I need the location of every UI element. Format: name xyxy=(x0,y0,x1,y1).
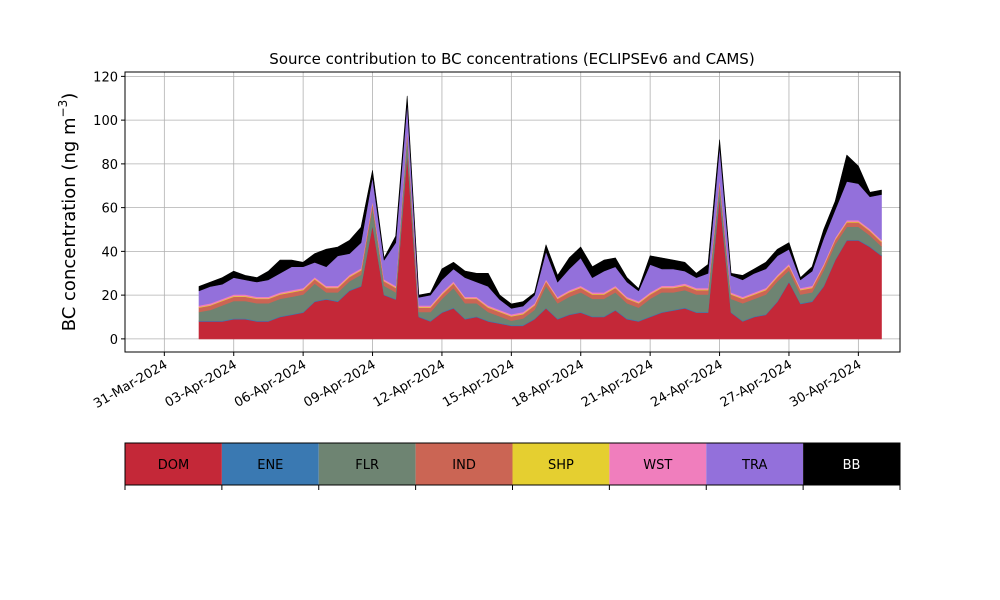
legend-label-ene: ENE xyxy=(257,458,283,473)
x-tick-label: 03-Apr-2024 xyxy=(163,357,240,410)
plot-frame xyxy=(124,71,901,353)
x-tick-label: 27-Apr-2024 xyxy=(718,357,795,410)
y-tick-label: 80 xyxy=(101,158,118,173)
y-tick-label: 120 xyxy=(93,70,118,85)
legend-swatch-tra xyxy=(706,443,804,485)
x-tick-label: 15-Apr-2024 xyxy=(440,357,517,410)
legend-label-bb: BB xyxy=(843,458,861,473)
legend-label-flr: FLR xyxy=(355,458,379,473)
y-tick-label: 0 xyxy=(110,333,118,348)
legend-swatch-ind xyxy=(415,443,513,485)
legend-label-tra: TRA xyxy=(741,458,767,473)
stacked-area-layer xyxy=(198,95,882,340)
x-tick-label: 12-Apr-2024 xyxy=(371,357,448,410)
y-tick-label: 20 xyxy=(101,289,118,304)
area-bb xyxy=(198,95,882,309)
legend-swatch-ene xyxy=(221,443,319,485)
legend-swatch-flr xyxy=(318,443,416,485)
legend-swatch-shp xyxy=(512,443,610,485)
x-tick-label: 30-Apr-2024 xyxy=(787,357,864,410)
x-tick-label: 21-Apr-2024 xyxy=(579,357,656,410)
x-tick-label: 24-Apr-2024 xyxy=(648,357,725,410)
chart-title: Source contribution to BC concentrations… xyxy=(269,50,754,68)
legend-label-ind: IND xyxy=(452,458,476,473)
x-tick-label: 09-Apr-2024 xyxy=(301,357,378,410)
y-tick-label: 40 xyxy=(101,245,118,260)
legend-swatch-dom xyxy=(125,443,222,485)
y-tick-label: 60 xyxy=(101,202,118,217)
x-tick-label: 18-Apr-2024 xyxy=(510,357,587,410)
x-tick-label: 06-Apr-2024 xyxy=(232,357,309,410)
legend-label-shp: SHP xyxy=(548,458,574,473)
y-axis-label: BC concentration (ng m−3) xyxy=(56,93,80,332)
legend-swatch-wst xyxy=(609,443,707,485)
y-axis-label-close: ) xyxy=(59,93,80,100)
y-tick-layer: 0 20 40 60 80 100 120 xyxy=(93,70,125,348)
color-legend-bar: DOM ENE FLR IND SHP WST TRA BB xyxy=(124,442,901,490)
axes-layer xyxy=(124,71,901,353)
y-tick-label: 100 xyxy=(93,114,118,129)
legend-label-dom: DOM xyxy=(158,458,189,473)
y-axis-label-exponent: −3 xyxy=(56,100,70,118)
legend-label-wst: WST xyxy=(643,458,672,473)
x-tick-layer: 31-Mar-202403-Apr-202406-Apr-202409-Apr-… xyxy=(91,352,864,412)
legend-swatch-bb xyxy=(803,443,900,485)
y-axis-label-text: BC concentration (ng m xyxy=(59,117,80,331)
x-tick-label: 31-Mar-2024 xyxy=(91,357,170,411)
